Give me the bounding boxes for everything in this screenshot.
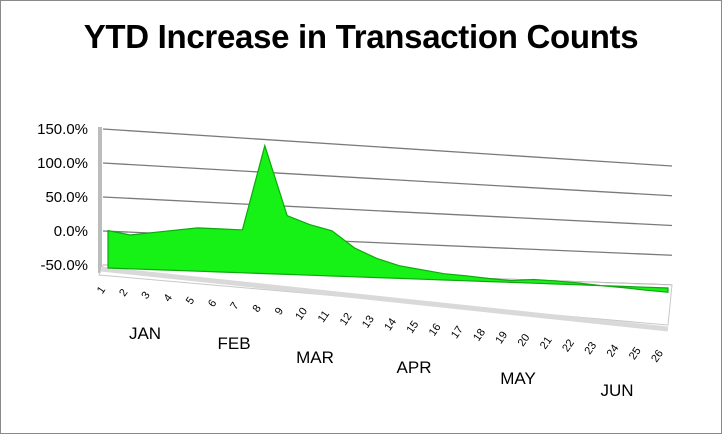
month-label: FEB [217, 334, 250, 353]
x-tick-label: 1 [95, 284, 108, 296]
y-tick-label: 0.0% [54, 223, 88, 240]
area-series [107, 143, 669, 293]
x-tick-label: 9 [273, 305, 286, 317]
y-axis-ticks: 150.0% 100.0% 50.0% 0.0% -50.0% [37, 121, 88, 274]
x-tick-label: 16 [427, 321, 444, 338]
x-tick-label: 4 [162, 292, 175, 304]
y-tick-label: 50.0% [45, 189, 88, 206]
x-tick-label: 23 [582, 340, 599, 357]
floor-edge [100, 266, 669, 332]
x-tick-label: 11 [316, 309, 332, 325]
month-label: MAR [296, 348, 334, 367]
month-label: JUN [600, 381, 633, 400]
x-tick-label: 7 [228, 300, 241, 312]
y-tick-label: -50.0% [40, 257, 88, 274]
gridline [102, 196, 673, 227]
x-tick-label: 18 [471, 327, 488, 344]
x-tick-label: 5 [184, 295, 197, 307]
x-tick-label: 26 [649, 348, 666, 365]
y-tick-label: 100.0% [37, 155, 88, 172]
x-tick-label: 3 [139, 290, 152, 302]
x-tick-label: 19 [493, 329, 510, 346]
x-tick-label: 6 [206, 298, 219, 310]
x-tick-label: 24 [605, 343, 622, 360]
month-labels: JAN FEB MAR APR MAY JUN [129, 324, 634, 400]
x-tick-label: 22 [560, 337, 577, 354]
x-tick-label: 15 [404, 319, 421, 336]
x-tick-label: 21 [538, 335, 555, 352]
data-area [107, 143, 669, 293]
x-tick-label: 10 [293, 306, 310, 323]
x-tick-label: 25 [627, 345, 644, 362]
x-tick-label: 8 [251, 303, 264, 315]
month-label: JAN [129, 324, 161, 343]
x-tick-label: 20 [516, 332, 533, 349]
month-label: APR [397, 358, 432, 377]
y-tick-label: 150.0% [37, 121, 88, 138]
gridline [102, 162, 673, 197]
x-axis-ticks: 1 2 3 4 5 6 7 8 9 10 11 12 13 14 15 16 17 18 19 20 21 22 23 24 2… [95, 284, 666, 364]
month-label: MAY [500, 369, 536, 388]
x-tick-label: 13 [360, 314, 377, 331]
x-tick-label: 14 [382, 316, 399, 333]
gridline [102, 128, 673, 167]
x-tick-label: 2 [117, 287, 130, 299]
x-tick-label: 17 [449, 324, 466, 341]
chart-title: YTD Increase in Transaction Counts [83, 18, 639, 55]
x-tick-label: 12 [338, 311, 355, 328]
